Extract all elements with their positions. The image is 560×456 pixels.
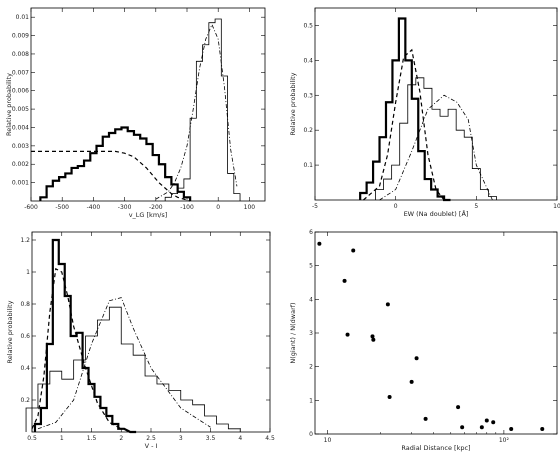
data-point <box>371 337 376 342</box>
series-thick-step-line <box>39 126 192 201</box>
y-tick-label: 0.006 <box>12 88 29 95</box>
y-tick-label: 0.001 <box>12 180 29 187</box>
y-tick-label: 0.4 <box>303 57 313 64</box>
series-thick-step-line <box>33 238 137 434</box>
data-point <box>385 302 390 307</box>
y-tick-label: 0.2 <box>303 127 313 134</box>
x-tick-label: -400 <box>87 204 101 211</box>
x-axis-label: Radial Distance [kpc] <box>401 444 470 452</box>
data-point <box>387 394 392 399</box>
x-tick-label: 10 <box>324 437 332 444</box>
series-thin-step-line <box>375 77 497 200</box>
x-tick-label: 3 <box>179 435 183 442</box>
x-tick-label: 3.5 <box>206 435 216 442</box>
y-tick-label: 0.1 <box>303 162 313 169</box>
series-thin-step-line <box>164 18 241 201</box>
y-axis-label: Relative probability <box>289 72 297 135</box>
series-dashed-line <box>31 150 191 202</box>
y-tick-label: 0.003 <box>12 143 29 150</box>
y-tick-label: 3 <box>309 330 313 337</box>
x-tick-label: 100 <box>244 204 256 211</box>
x-tick-label: 4 <box>238 435 242 442</box>
x-axis-label: EW (Na doublet) [Å] <box>404 209 469 218</box>
data-point <box>456 405 461 410</box>
y-tick-label: 0.002 <box>12 161 29 168</box>
data-point <box>345 332 350 337</box>
y-tick-label: 0.4 <box>20 365 30 372</box>
series-dot-dash-line <box>379 94 493 201</box>
x-tick-label: 5 <box>474 203 478 210</box>
x-tick-label: 4.5 <box>265 435 275 442</box>
series-thick-step-line <box>359 17 451 202</box>
plot-frame <box>314 231 558 435</box>
data-point <box>460 425 465 430</box>
x-tick-label: 2 <box>119 435 123 442</box>
x-tick-label: 2.5 <box>146 435 156 442</box>
data-point <box>540 426 545 431</box>
data-point <box>423 416 428 421</box>
panel-giant-dwarf-ratio: 10 10² 0 1 2 3 4 5 6 Radial Distance [kpc] N(giant… <box>289 229 558 452</box>
data-point <box>484 418 489 423</box>
y-tick-label: 1 <box>309 397 313 404</box>
data-point <box>509 426 514 431</box>
y-tick-label: 0.008 <box>12 51 29 58</box>
x-tick-label: 1.5 <box>87 435 97 442</box>
data-point <box>370 334 375 339</box>
x-tick-label: -600 <box>24 204 38 211</box>
data-point <box>491 420 496 425</box>
y-tick-label: 0.5 <box>303 22 313 29</box>
data-point <box>409 379 414 384</box>
x-tick-label: -300 <box>118 204 132 211</box>
y-tick-label: 0.004 <box>12 124 29 131</box>
y-tick-label: 0.007 <box>12 69 29 76</box>
plot-frame <box>30 7 266 202</box>
y-tick-label: 0 <box>309 431 313 438</box>
y-tick-label: 0.8 <box>20 301 30 308</box>
data-point <box>479 425 484 430</box>
y-tick-label: 0.009 <box>12 33 29 40</box>
series-thin-step-line <box>25 306 241 432</box>
series-dashed-line <box>31 267 122 430</box>
series-dot-dash-line <box>155 23 238 200</box>
y-axis-label: N(giant) / N(dwarf) <box>289 302 297 363</box>
x-tick-label: -5 <box>312 203 318 210</box>
x-tick-label: -500 <box>55 204 69 211</box>
data-point <box>342 278 347 283</box>
x-tick-label: -200 <box>149 204 163 211</box>
data-point <box>351 248 356 253</box>
y-tick-label: 0.3 <box>303 92 313 99</box>
y-tick-label: 4 <box>309 296 313 303</box>
panel-color-distribution: 0.5 1 1.5 2 2.5 3 3.5 4 4.5 0.2 0.4 0.6 0.8 1 1.2 V - I… <box>6 231 275 450</box>
y-tick-label: 2 <box>309 364 313 371</box>
y-tick-label: 1.2 <box>20 237 30 244</box>
y-tick-label: 5 <box>309 263 313 270</box>
data-point <box>414 356 419 361</box>
x-tick-label: 10 <box>553 203 560 210</box>
y-tick-label: 0.2 <box>20 397 30 404</box>
y-tick-label: 0.01 <box>16 14 30 21</box>
x-axis-label: V - I <box>145 442 158 450</box>
y-tick-label: 6 <box>309 229 313 236</box>
x-tick-label: 10² <box>499 437 510 444</box>
y-axis-label: Relative probability <box>5 73 13 136</box>
x-tick-label: 1 <box>60 435 64 442</box>
series-dashed-line <box>363 48 445 201</box>
data-point <box>317 241 322 246</box>
plot-frame <box>31 231 271 433</box>
y-tick-label: 0.005 <box>12 106 29 113</box>
x-tick-label: 0.5 <box>27 435 37 442</box>
plot-frame <box>314 7 558 201</box>
x-tick-label: 0 <box>216 204 220 211</box>
x-axis-label: v_LG [km/s] <box>129 211 168 219</box>
series-dot-dash-line <box>37 297 211 430</box>
x-tick-label: -100 <box>180 204 194 211</box>
y-tick-label: 0.6 <box>20 333 30 340</box>
x-tick-label: 0 <box>394 203 398 210</box>
panel-na-doublet-distribution: -5 0 5 10 0.1 0.2 0.3 0.4 0.5 EW (Na doublet) [Å]… <box>289 7 560 218</box>
y-axis-label: Relative probability <box>6 300 14 363</box>
y-tick-label: 1 <box>26 269 30 276</box>
panel-velocity-distribution: -600 -500 -400 -300 -200 -100 0 100 0.001 0.002 0.… <box>5 7 266 219</box>
